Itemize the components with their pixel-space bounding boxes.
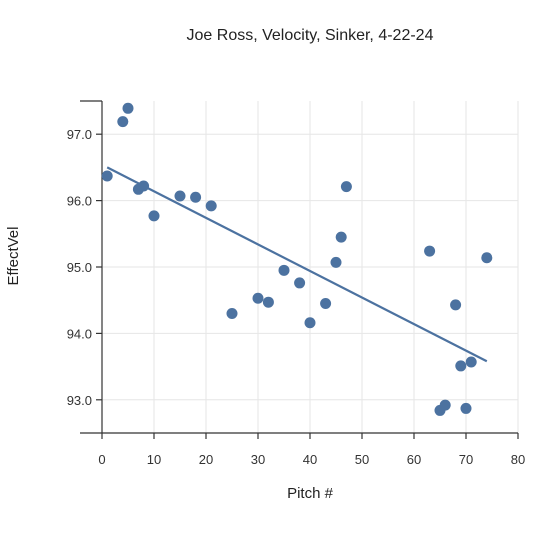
y-tick-label: 94.0 bbox=[67, 326, 92, 341]
data-point bbox=[330, 256, 342, 268]
data-point bbox=[278, 264, 290, 276]
x-tick-label: 60 bbox=[407, 452, 421, 467]
y-axis-title: EffectVel bbox=[5, 227, 22, 286]
data-point bbox=[122, 102, 134, 114]
y-tick-label: 93.0 bbox=[67, 393, 92, 408]
data-point bbox=[262, 296, 274, 308]
data-point bbox=[460, 402, 472, 414]
y-tick-label: 97.0 bbox=[67, 127, 92, 142]
gridlines bbox=[102, 101, 519, 433]
data-point bbox=[335, 231, 347, 243]
data-point bbox=[465, 356, 477, 368]
y-tick-label: 96.0 bbox=[67, 194, 92, 209]
x-tick-label: 0 bbox=[98, 452, 105, 467]
x-tick-label: 40 bbox=[303, 452, 317, 467]
data-point bbox=[138, 180, 150, 192]
x-tick-label: 10 bbox=[147, 452, 161, 467]
data-point bbox=[148, 210, 160, 222]
chart-title: Joe Ross, Velocity, Sinker, 4-22-24 bbox=[187, 27, 434, 44]
trendline-layer bbox=[106, 166, 488, 363]
data-point bbox=[205, 200, 217, 212]
data-point bbox=[174, 190, 186, 202]
data-point bbox=[450, 299, 462, 311]
data-point bbox=[320, 298, 332, 310]
data-point bbox=[294, 277, 306, 289]
x-tick-label: 30 bbox=[251, 452, 265, 467]
y-tick-label: 95.0 bbox=[67, 260, 92, 275]
data-point bbox=[190, 191, 202, 203]
x-tick-label: 70 bbox=[459, 452, 473, 467]
trendline bbox=[106, 166, 488, 363]
data-point bbox=[304, 317, 316, 329]
data-point bbox=[455, 360, 467, 372]
data-point bbox=[226, 307, 238, 319]
x-tick-label: 80 bbox=[511, 452, 525, 467]
x-axis-title: Pitch # bbox=[287, 485, 334, 502]
x-tick-label: 50 bbox=[355, 452, 369, 467]
data-point bbox=[439, 399, 451, 411]
x-tick-label: 20 bbox=[199, 452, 213, 467]
data-point bbox=[252, 292, 264, 304]
data-point bbox=[424, 245, 436, 257]
data-point bbox=[340, 181, 352, 193]
data-point bbox=[481, 252, 493, 264]
data-point bbox=[101, 170, 113, 182]
data-point bbox=[117, 116, 129, 128]
axes: 0 10 20 30 40 50 60 70 80 93.0 94.0 95.0 96.0 97.0 bbox=[67, 100, 525, 467]
data-points bbox=[101, 102, 493, 416]
